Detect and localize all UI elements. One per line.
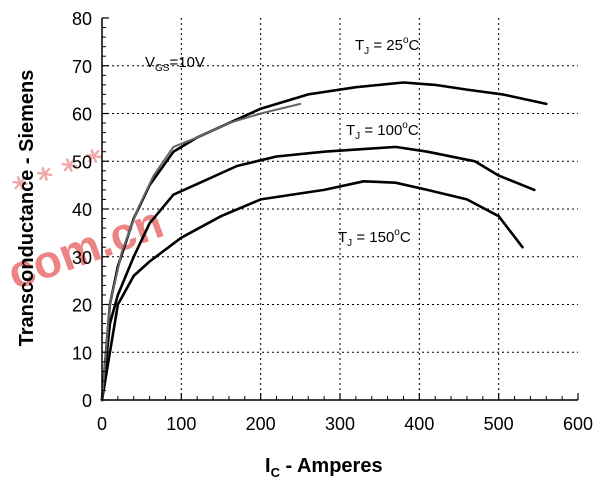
x-tick-label: 100 (166, 414, 196, 434)
x-tick-label: 0 (97, 414, 107, 434)
y-tick-label: 70 (72, 57, 92, 77)
y-tick-label: 50 (72, 152, 92, 172)
x-axis-title: IC - Amperes (265, 455, 383, 480)
x-tick-label: 400 (404, 414, 434, 434)
x-tick-label: 300 (325, 414, 355, 434)
y-tick-label: 20 (72, 296, 92, 316)
x-tick-label: 200 (246, 414, 276, 434)
y-tick-label: 80 (72, 9, 92, 29)
series-line-1 (102, 147, 534, 400)
annotation-tj-25: TJ = 25oC (355, 35, 420, 57)
y-tick-label: 30 (72, 248, 92, 268)
y-tick-label: 60 (72, 105, 92, 125)
annotation-tj-150: TJ = 150oC (338, 227, 411, 249)
y-tick-label: 10 (72, 343, 92, 363)
x-tick-label: 500 (484, 414, 514, 434)
y-tick-label: 0 (82, 391, 92, 411)
x-tick-label: 600 (563, 414, 593, 434)
series-line-2 (102, 181, 523, 400)
y-tick-label: 40 (72, 200, 92, 220)
y-axis-title: Transconductance - Siemens (16, 70, 38, 347)
annotation-tj-100: TJ = 100oC (346, 120, 419, 142)
grid-lines (102, 18, 578, 400)
annotation-vgs: VGS=10V (145, 54, 205, 74)
